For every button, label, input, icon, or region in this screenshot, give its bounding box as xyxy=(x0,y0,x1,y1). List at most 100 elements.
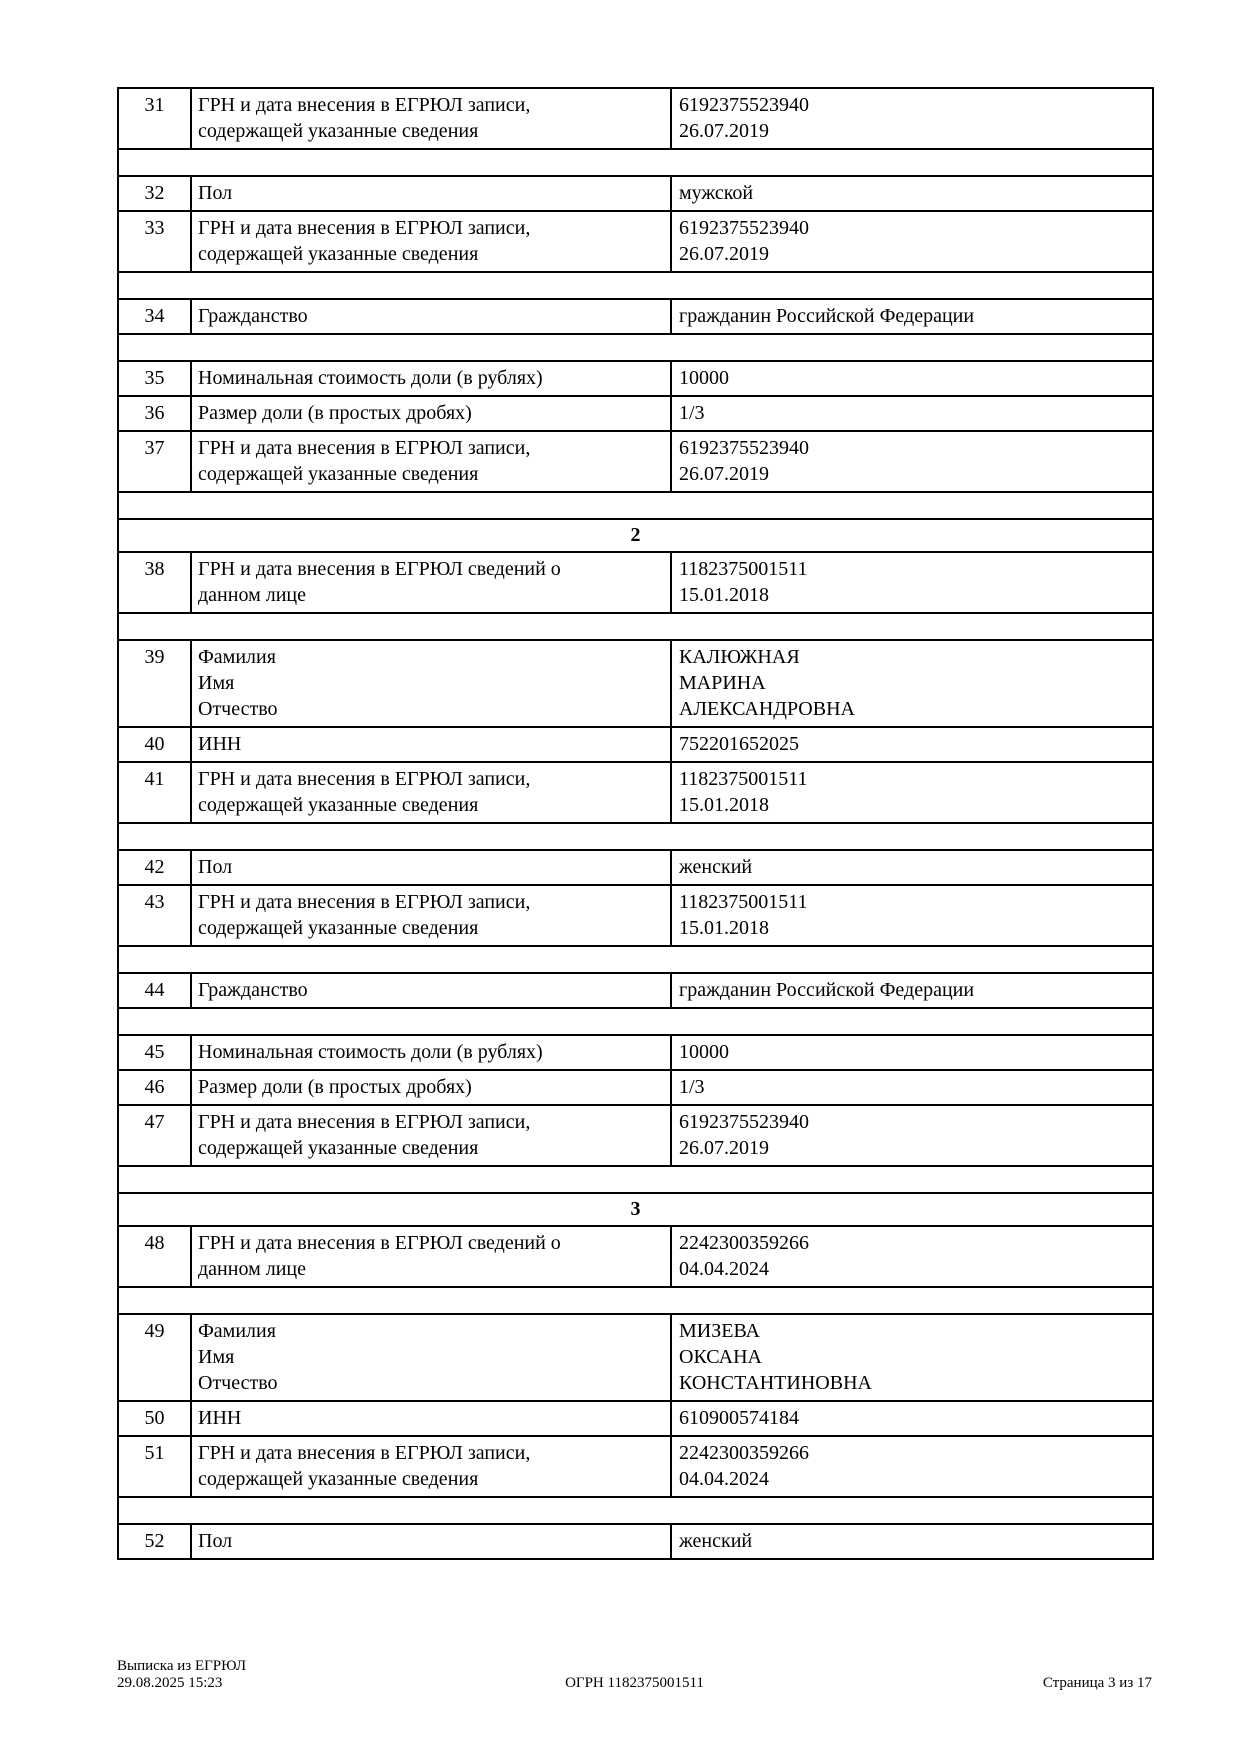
table-row: 33 ГРН и дата внесения в ЕГРЮЛ записи, со… xyxy=(117,210,1154,273)
table-row: 40 ИНН 752201652025 xyxy=(117,726,1154,763)
row-label: Номинальная стоимость доли (в рублях) xyxy=(190,360,672,397)
row-value: мужской xyxy=(670,175,1154,212)
table-row: 35 Номинальная стоимость доли (в рублях) 1… xyxy=(117,360,1154,397)
spacer-row xyxy=(117,945,1154,974)
row-label: Размер доли (в простых дробях) xyxy=(190,1069,672,1106)
row-label: ГРН и дата внесения в ЕГРЮЛ записи, соде… xyxy=(190,884,672,947)
row-label: Гражданство xyxy=(190,972,672,1009)
table-row: 48 ГРН и дата внесения в ЕГРЮЛ сведений о… xyxy=(117,1225,1154,1288)
table-row: 43 ГРН и дата внесения в ЕГРЮЛ записи, со… xyxy=(117,884,1154,947)
empty-spacer-cell xyxy=(117,333,1154,362)
row-number: 48 xyxy=(117,1225,192,1288)
row-value: КАЛЮЖНАЯ МАРИНА АЛЕКСАНДРОВНА xyxy=(670,639,1154,728)
table-row: 36 Размер доли (в простых дробях) 1/3 xyxy=(117,395,1154,432)
row-number: 46 xyxy=(117,1069,192,1106)
row-value: 6192375523940 26.07.2019 xyxy=(670,87,1154,150)
footer-page-number: Страница 3 из 17 xyxy=(1042,1675,1152,1691)
row-number: 32 xyxy=(117,175,192,212)
row-label: Пол xyxy=(190,849,672,886)
row-value: 10000 xyxy=(670,360,1154,397)
row-value: 1182375001511 15.01.2018 xyxy=(670,551,1154,614)
table-row: 31 ГРН и дата внесения в ЕГРЮЛ записи, со… xyxy=(117,87,1154,150)
row-label: ИНН xyxy=(190,1400,672,1437)
table-row: 39 Фамилия Имя Отчество КАЛЮЖНАЯ МАРИНА АЛ… xyxy=(117,639,1154,728)
row-number: 38 xyxy=(117,551,192,614)
row-label: ГРН и дата внесения в ЕГРЮЛ записи, соде… xyxy=(190,761,672,824)
row-value: женский xyxy=(670,849,1154,886)
row-label: ГРН и дата внесения в ЕГРЮЛ записи, соде… xyxy=(190,430,672,493)
row-number: 41 xyxy=(117,761,192,824)
footer-timestamp: 29.08.2025 15:23 xyxy=(117,1675,223,1691)
table-row: 49 Фамилия Имя Отчество МИЗЕВА ОКСАНА КОНС… xyxy=(117,1313,1154,1402)
row-label: Размер доли (в простых дробях) xyxy=(190,395,672,432)
row-number: 36 xyxy=(117,395,192,432)
table-row: 50 ИНН 610900574184 xyxy=(117,1400,1154,1437)
section-header-row: 3 xyxy=(117,1192,1154,1227)
row-number: 49 xyxy=(117,1313,192,1402)
spacer-row xyxy=(117,1286,1154,1315)
row-value: 10000 xyxy=(670,1034,1154,1071)
footer-ogrn: ОГРН 1182375001511 xyxy=(565,1675,704,1691)
row-number: 52 xyxy=(117,1523,192,1560)
spacer-row xyxy=(117,1165,1154,1194)
row-number: 50 xyxy=(117,1400,192,1437)
empty-spacer-cell xyxy=(117,1496,1154,1525)
row-number: 33 xyxy=(117,210,192,273)
row-label: Пол xyxy=(190,1523,672,1560)
table-row: 37 ГРН и дата внесения в ЕГРЮЛ записи, со… xyxy=(117,430,1154,493)
row-value: 610900574184 xyxy=(670,1400,1154,1437)
spacer-row xyxy=(117,1007,1154,1036)
table-row: 47 ГРН и дата внесения в ЕГРЮЛ записи, со… xyxy=(117,1104,1154,1167)
row-value: 1/3 xyxy=(670,395,1154,432)
empty-spacer-cell xyxy=(117,148,1154,177)
row-number: 37 xyxy=(117,430,192,493)
row-number: 31 xyxy=(117,87,192,150)
table-row: 44 Гражданство гражданин Российской Федера… xyxy=(117,972,1154,1009)
row-label: ГРН и дата внесения в ЕГРЮЛ записи, соде… xyxy=(190,210,672,273)
table-row: 38 ГРН и дата внесения в ЕГРЮЛ сведений о… xyxy=(117,551,1154,614)
table-row: 46 Размер доли (в простых дробях) 1/3 xyxy=(117,1069,1154,1106)
row-number: 44 xyxy=(117,972,192,1009)
empty-spacer-cell xyxy=(117,822,1154,851)
row-number: 42 xyxy=(117,849,192,886)
row-label: ГРН и дата внесения в ЕГРЮЛ записи, соде… xyxy=(190,1104,672,1167)
row-number: 47 xyxy=(117,1104,192,1167)
row-label: ГРН и дата внесения в ЕГРЮЛ записи, соде… xyxy=(190,87,672,150)
row-label: Фамилия Имя Отчество xyxy=(190,639,672,728)
footer-document-title: Выписка из ЕГРЮЛ xyxy=(117,1658,246,1674)
spacer-row xyxy=(117,271,1154,300)
row-value: 1182375001511 15.01.2018 xyxy=(670,884,1154,947)
table-row: 34 Гражданство гражданин Российской Федера… xyxy=(117,298,1154,335)
row-value: 1/3 xyxy=(670,1069,1154,1106)
spacer-row xyxy=(117,333,1154,362)
row-value: 6192375523940 26.07.2019 xyxy=(670,210,1154,273)
row-label: ГРН и дата внесения в ЕГРЮЛ сведений о д… xyxy=(190,1225,672,1288)
row-value: 2242300359266 04.04.2024 xyxy=(670,1225,1154,1288)
row-number: 43 xyxy=(117,884,192,947)
row-number: 51 xyxy=(117,1435,192,1498)
table-row: 41 ГРН и дата внесения в ЕГРЮЛ записи, со… xyxy=(117,761,1154,824)
table-row: 51 ГРН и дата внесения в ЕГРЮЛ записи, со… xyxy=(117,1435,1154,1498)
row-value: 752201652025 xyxy=(670,726,1154,763)
row-value: женский xyxy=(670,1523,1154,1560)
table-row: 52 Пол женский xyxy=(117,1523,1154,1560)
spacer-row xyxy=(117,1496,1154,1525)
row-value: гражданин Российской Федерации xyxy=(670,972,1154,1009)
empty-spacer-cell xyxy=(117,945,1154,974)
row-number: 40 xyxy=(117,726,192,763)
table-row: 32 Пол мужской xyxy=(117,175,1154,212)
row-label: Фамилия Имя Отчество xyxy=(190,1313,672,1402)
spacer-row xyxy=(117,148,1154,177)
empty-spacer-cell xyxy=(117,491,1154,520)
row-label: Гражданство xyxy=(190,298,672,335)
section-header-row: 2 xyxy=(117,518,1154,553)
row-number: 45 xyxy=(117,1034,192,1071)
section-number: 3 xyxy=(117,1192,1154,1227)
row-number: 35 xyxy=(117,360,192,397)
table-row: 42 Пол женский xyxy=(117,849,1154,886)
section-number: 2 xyxy=(117,518,1154,553)
row-number: 34 xyxy=(117,298,192,335)
registry-table: 31 ГРН и дата внесения в ЕГРЮЛ записи, со… xyxy=(117,87,1154,1560)
spacer-row xyxy=(117,612,1154,641)
row-label: ИНН xyxy=(190,726,672,763)
